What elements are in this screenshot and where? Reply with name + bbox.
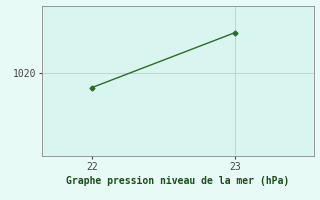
- X-axis label: Graphe pression niveau de la mer (hPa): Graphe pression niveau de la mer (hPa): [66, 176, 289, 186]
